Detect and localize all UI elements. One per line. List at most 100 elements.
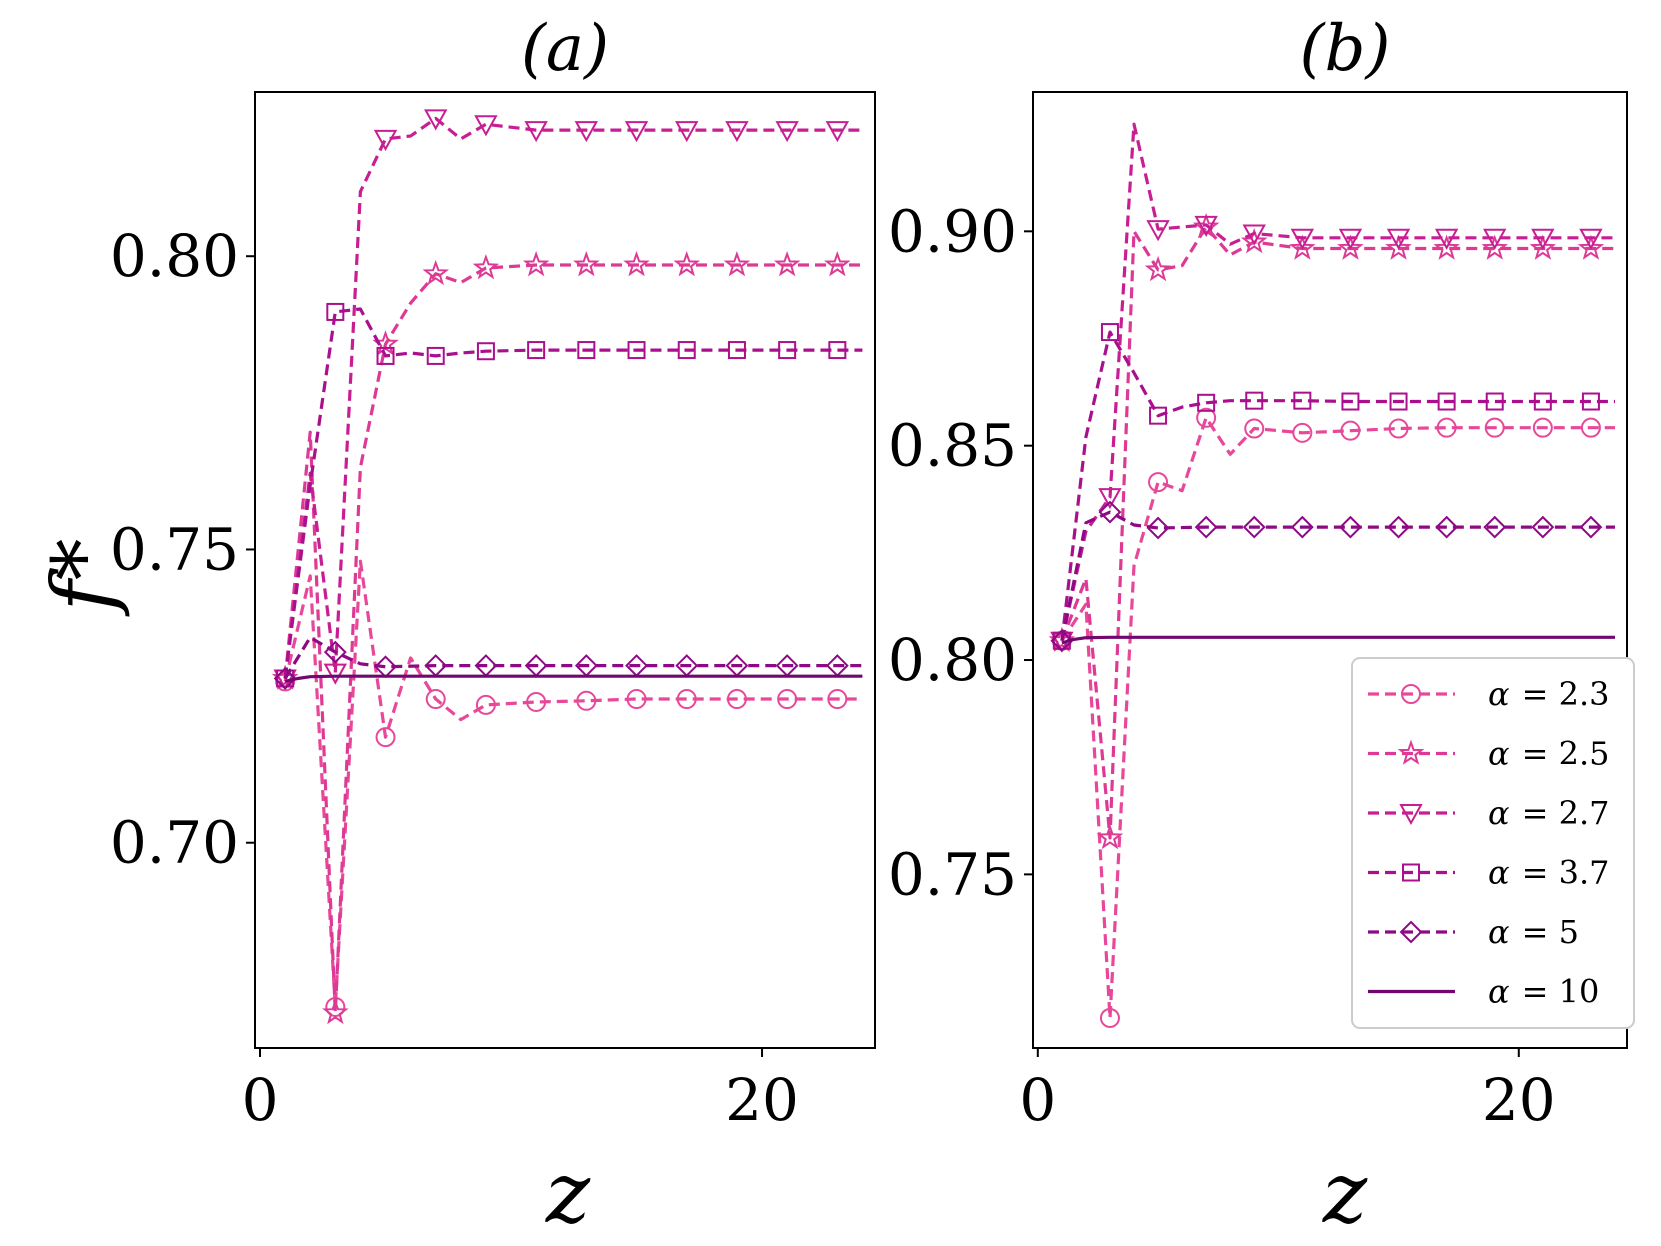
series-line-a-2 [283,116,863,679]
data-point-b-1-23 [1577,234,1605,260]
data-point-b-4-15 [1387,515,1410,539]
data-point-a-2-9 [474,115,498,137]
data-point-b-3-21 [1533,392,1552,411]
legend-entry: α = 5 [1368,913,1579,951]
data-point-a-1-23 [824,251,851,277]
data-point-a-3-15 [627,341,646,360]
data-point-b-2-13 [1338,228,1363,250]
series-line-b-5 [1061,635,1615,645]
ticks-a: 0 20 0.70 0.75 0.80 [110,222,799,1134]
data-point-b-4-11 [1290,515,1314,539]
data-point-b-1-15 [1385,234,1412,260]
data-point-b-3-23 [1581,392,1600,411]
series-line-a-3 [283,307,863,679]
axes-frame-b [1032,91,1628,1049]
data-point-b-4-17 [1435,515,1459,539]
panel-b: (b) 0 20 0.75 0.80 0.85 0.90 [888,12,1628,1134]
y-tick-label: 0.90 [888,197,1017,265]
diamond-icon [1399,920,1423,944]
square-icon [1402,863,1420,882]
x-tick-label: 0 [1019,1066,1056,1134]
x-tick-label: 20 [725,1066,799,1134]
data-point-b-0-23 [1580,417,1601,438]
data-point-b-0-13 [1340,420,1361,441]
data-point-b-2-21 [1531,228,1555,250]
axes-frame-a [254,91,876,1049]
series-line-b-0 [1060,416,1615,1020]
data-point-b-1-5 [1144,255,1172,282]
data-point-b-4-7 [1194,515,1218,539]
data-point-b-3-9 [1245,391,1264,410]
data-point-a-3-21 [778,341,797,360]
data-point-b-1-3 [1096,823,1124,850]
data-point-a-0-13 [576,690,597,711]
data-point-b-4-13 [1339,515,1362,539]
data-point-a-0-11 [526,691,547,712]
data-point-b-4-1 [1050,629,1074,653]
data-point-a-0-5 [375,727,396,748]
data-point-b-2-19 [1483,228,1507,250]
data-point-b-4-21 [1531,515,1555,539]
y-axis-label: f* [34,538,132,617]
legend-label: α = 2.3 [1488,675,1609,713]
data-point-b-0-5 [1148,472,1169,493]
legend-entry: α = 2.5 [1368,735,1609,773]
data-point-b-3-13 [1341,392,1360,411]
x-tick-label: 0 [242,1066,279,1134]
data-point-a-3-5 [376,346,395,365]
legend-entry: α = 2.3 [1368,675,1609,713]
data-point-a-2-3 [323,663,348,685]
legend: α = 2.3 α = 2.5 α = 2.7 α = 3.7 α = 5 α = 10 [1351,657,1635,1029]
data-point-b-2-11 [1290,228,1315,250]
circle-icon [1401,684,1421,704]
data-point-a-2-5 [373,129,398,151]
data-point-b-1-11 [1289,234,1316,260]
data-point-b-0-17 [1436,417,1457,438]
star-icon [1397,739,1425,765]
data-point-a-3-3 [326,302,345,321]
y-tick-label: 0.70 [110,809,239,877]
data-point-a-3-11 [527,341,546,360]
data-point-a-0-17 [676,689,697,710]
legend-entry: α = 3.7 [1368,854,1609,892]
data-point-a-0-9 [475,694,496,715]
data-point-a-1-7 [422,259,450,286]
data-point-b-0-11 [1292,422,1313,443]
data-point-b-1-7 [1192,213,1220,239]
legend-entry: α = 10 [1368,973,1599,1011]
data-point-b-0-3 [1099,1007,1120,1028]
data-point-a-2-17 [675,121,699,143]
legend-label: α = 10 [1488,973,1599,1011]
data-point-b-0-15 [1388,418,1409,439]
y-tick-label: 0.75 [888,840,1017,908]
triangle-down-icon [1399,804,1423,826]
data-point-b-0-21 [1532,417,1553,438]
series-line-b-4 [1060,510,1615,642]
data-point-a-4-1 [273,667,297,690]
legend-label: α = 2.5 [1488,735,1609,773]
data-point-a-2-21 [775,121,799,143]
data-point-b-4-23 [1579,515,1603,539]
legend-entries: α = 2.3 α = 2.5 α = 2.7 α = 3.7 α = 5 α = 10 [1368,675,1609,1011]
data-point-a-1-15 [623,251,650,277]
data-point-a-3-17 [677,341,696,360]
data-point-b-0-19 [1484,417,1505,438]
series-line-a-0 [283,559,863,1009]
data-point-b-2-15 [1386,228,1411,250]
series-line-b-2 [1060,122,1615,642]
data-point-b-1-17 [1433,234,1460,260]
data-point-a-1-11 [522,251,550,277]
series-line-a-1 [283,263,863,1015]
data-point-a-3-7 [426,346,445,365]
series-line-a-5 [284,674,863,683]
data-point-b-2-17 [1434,228,1459,250]
data-point-a-1-13 [573,251,600,277]
legend-label: α = 3.7 [1488,854,1609,892]
panel-b-title: (b) [1300,12,1391,86]
data-point-a-3-19 [727,341,746,360]
plot-area-b [1048,122,1615,1028]
data-point-b-4-19 [1483,515,1507,539]
data-point-a-0-23 [827,689,848,710]
data-point-b-2-5 [1146,220,1170,242]
